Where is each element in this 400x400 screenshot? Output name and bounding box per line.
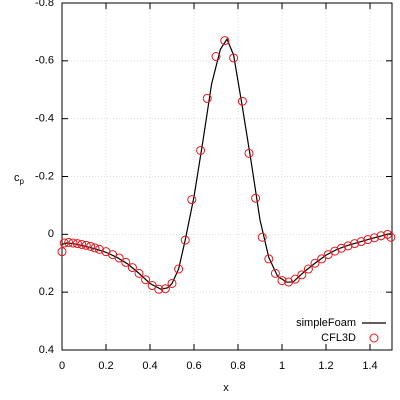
marker	[244, 148, 254, 158]
marker	[90, 243, 100, 253]
x-tick-label: 0.4	[142, 360, 157, 372]
marker	[180, 235, 190, 245]
legend-swatch	[369, 333, 379, 343]
legend-label: simpleFoam	[296, 317, 356, 329]
y-axis-label-sub: p	[20, 177, 25, 186]
marker	[257, 232, 267, 242]
y-axis-label: cp	[14, 172, 25, 186]
y-tick-label: -0.8	[35, 0, 54, 9]
x-tick-label: 0.8	[230, 360, 245, 372]
plot-frame	[61, 2, 393, 351]
marker	[160, 284, 170, 294]
marker	[68, 238, 78, 248]
marker	[134, 268, 144, 278]
marker	[167, 278, 177, 288]
marker	[310, 258, 320, 268]
marker	[356, 237, 366, 247]
marker	[154, 284, 164, 294]
y-axis-label-main: c	[14, 172, 20, 184]
x-tick-label: 1.4	[362, 360, 377, 372]
marker	[141, 275, 151, 285]
x-tick-label: 0.6	[186, 360, 201, 372]
marker	[237, 96, 247, 106]
marker	[220, 36, 230, 46]
marker	[77, 239, 87, 249]
x-axis-label: x	[223, 382, 229, 394]
marker	[386, 232, 396, 242]
marker	[270, 268, 280, 278]
marker	[127, 263, 137, 273]
marker	[229, 53, 239, 63]
marker	[297, 270, 307, 280]
marker	[290, 274, 300, 284]
marker	[343, 241, 353, 251]
marker	[369, 233, 379, 243]
marker	[383, 229, 393, 239]
y-tick-label: -0.2	[35, 170, 54, 182]
x-tick-label: 1	[279, 360, 285, 372]
marker	[114, 253, 124, 263]
marker	[277, 276, 287, 286]
marker	[211, 51, 221, 61]
legend-label: CFL3D	[321, 332, 356, 344]
marker	[59, 238, 69, 248]
marker	[174, 264, 184, 274]
marker	[317, 254, 327, 264]
marker	[86, 241, 96, 251]
marker	[196, 145, 206, 155]
marker	[57, 247, 67, 257]
y-tick-label: 0.4	[39, 344, 54, 356]
marker	[94, 244, 104, 254]
marker	[147, 281, 157, 291]
marker	[251, 193, 261, 203]
marker	[72, 239, 82, 249]
x-tick-label: 0.2	[98, 360, 113, 372]
marker	[81, 240, 91, 250]
y-tick-label: -0.4	[35, 113, 54, 125]
marker	[121, 257, 131, 267]
y-tick-label: 0	[48, 228, 54, 240]
marker	[350, 239, 360, 249]
y-tick-label: 0.2	[39, 286, 54, 298]
marker	[202, 93, 212, 103]
marker	[64, 237, 74, 247]
line	[61, 37, 393, 290]
marker	[264, 254, 274, 264]
marker	[376, 231, 386, 241]
marker	[187, 195, 197, 205]
x-tick-label: 1.2	[318, 360, 333, 372]
x-tick-label: 0	[59, 360, 65, 372]
y-tick-label: -0.6	[35, 55, 54, 67]
marker	[363, 235, 373, 245]
marker	[336, 243, 346, 253]
marker	[303, 264, 313, 274]
